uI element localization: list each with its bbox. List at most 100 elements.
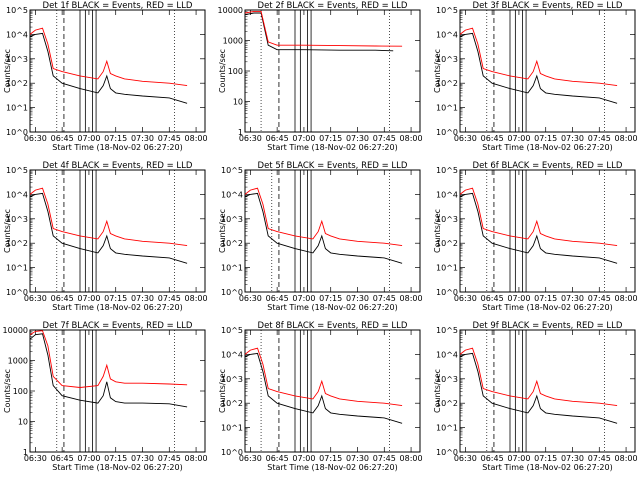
series-lld-line [29,330,188,388]
x-axis-label: Start Time (18-Nov-02 06:27:20) [52,463,182,472]
y-tick-label: 10^1 [221,424,243,433]
y-tick-label: 10^4 [221,350,243,359]
series-events-line [29,333,188,408]
x-tick-label: 07:30 [131,294,154,303]
x-tick-label: 06:30 [454,134,477,143]
x-tick-label: 08:00 [185,454,208,463]
y-tick-label: 10^0 [6,288,28,297]
panel-title: Det 3f BLACK = Events, RED = LLD [473,1,623,11]
y-tick-label: 10^0 [221,448,243,457]
x-tick-label: 06:30 [239,294,262,303]
x-tick-label: 07:15 [319,134,342,143]
x-tick-label: 08:00 [400,294,423,303]
y-tick-label: 1 [23,448,28,457]
series-events-line [459,32,618,104]
x-tick-label: 06:45 [51,134,74,143]
y-axis-label: Counts/sec [218,209,227,253]
y-tick-label: 10^5 [221,326,243,335]
y-tick-label: 100 [13,387,28,396]
x-tick-label: 06:45 [266,454,289,463]
x-axis-label: Start Time (18-Nov-02 06:27:20) [52,303,182,312]
x-tick-label: 06:45 [266,134,289,143]
x-tick-label: 07:45 [158,134,181,143]
x-tick-label: 08:00 [615,294,638,303]
y-tick-label: 10^2 [436,79,458,88]
y-axis-label: Counts/sec [218,49,227,93]
series-lld-line [29,187,188,247]
y-tick-label: 10^1 [6,264,28,273]
x-tick-label: 06:45 [51,454,74,463]
x-tick-label: 07:00 [292,294,315,303]
y-tick-label: 10^3 [221,375,243,384]
x-tick-label: 06:30 [24,134,47,143]
x-tick-label: 06:30 [24,454,47,463]
panel-det-8f: Det 8f BLACK = Events, RED = LLD 10^5 10^4… [218,321,423,472]
y-tick-label: 1000 [8,357,28,366]
x-axis-label: Start Time (18-Nov-02 06:27:20) [267,463,397,472]
y-tick-label: 10^5 [6,166,28,175]
x-tick-label: 06:30 [24,294,47,303]
x-tick-label: 08:00 [615,134,638,143]
y-tick-label: 10^1 [221,264,243,273]
y-tick-label: 10^3 [436,55,458,64]
series-lld-line [244,10,403,47]
y-tick-label: 1 [238,128,243,137]
x-tick-label: 07:00 [292,134,315,143]
x-axis-label: Start Time (18-Nov-02 06:27:20) [267,143,397,152]
panel-det-5f: Det 5f BLACK = Events, RED = LLD 10^5 10^4… [218,161,423,312]
y-tick-label: 10^4 [6,30,28,39]
x-tick-label: 08:00 [400,134,423,143]
x-axis-label: Start Time (18-Nov-02 06:27:20) [52,143,182,152]
panel-title: Det 4f BLACK = Events, RED = LLD [43,161,193,171]
y-tick-label: 10^5 [436,6,458,15]
x-tick-label: 07:15 [534,294,557,303]
panel-title: Det 1f BLACK = Events, RED = LLD [43,1,193,11]
y-axis-label: Counts/sec [433,369,442,413]
plot-frame [459,329,636,453]
x-tick-label: 07:00 [292,454,315,463]
y-axis-label: Counts/sec [3,369,12,413]
y-tick-label: 10^2 [6,79,28,88]
x-tick-label: 07:45 [588,294,611,303]
y-tick-label: 10^4 [436,190,458,199]
series-lld-line [459,187,618,247]
plot-frame [459,169,636,293]
plot-frame [29,169,206,293]
x-tick-label: 07:15 [534,134,557,143]
y-tick-label: 10^4 [221,190,243,199]
y-tick-label: 100 [228,67,243,76]
panel-det-1f: Det 1f BLACK = Events, RED = LLD 10^5 10^4… [3,1,208,152]
y-tick-label: 10^0 [221,288,243,297]
x-tick-label: 06:45 [481,294,504,303]
y-tick-label: 10^3 [436,215,458,224]
y-tick-label: 10^3 [6,55,28,64]
y-tick-label: 10000 [218,6,243,15]
x-tick-label: 06:30 [454,454,477,463]
y-tick-label: 10^1 [436,104,458,113]
y-tick-label: 10^4 [6,190,28,199]
y-tick-label: 10^1 [436,424,458,433]
x-tick-label: 07:45 [373,454,396,463]
x-tick-label: 07:30 [131,454,154,463]
x-tick-label: 07:00 [507,134,530,143]
plot-frame [29,9,206,133]
y-tick-label: 10^4 [436,350,458,359]
panel-title: Det 9f BLACK = Events, RED = LLD [473,321,623,331]
x-tick-label: 07:15 [104,294,127,303]
series-lld-line [459,27,618,87]
y-tick-label: 10^0 [6,128,28,137]
x-tick-label: 06:30 [239,134,262,143]
x-axis-label: Start Time (18-Nov-02 06:27:20) [482,143,612,152]
y-tick-label: 1000 [223,37,243,46]
x-axis-label: Start Time (18-Nov-02 06:27:20) [267,303,397,312]
y-tick-label: 10^4 [436,30,458,39]
x-tick-label: 07:30 [561,134,584,143]
x-tick-label: 07:30 [561,454,584,463]
y-axis-label: Counts/sec [433,209,442,253]
y-tick-label: 10^2 [436,399,458,408]
x-tick-label: 07:15 [104,134,127,143]
x-tick-label: 07:15 [104,454,127,463]
x-tick-label: 07:15 [534,454,557,463]
x-tick-label: 07:00 [77,134,100,143]
